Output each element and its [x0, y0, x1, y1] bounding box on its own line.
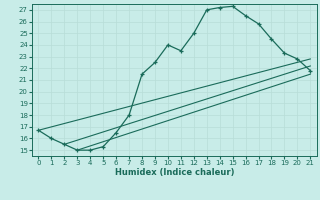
X-axis label: Humidex (Indice chaleur): Humidex (Indice chaleur) — [115, 168, 234, 177]
